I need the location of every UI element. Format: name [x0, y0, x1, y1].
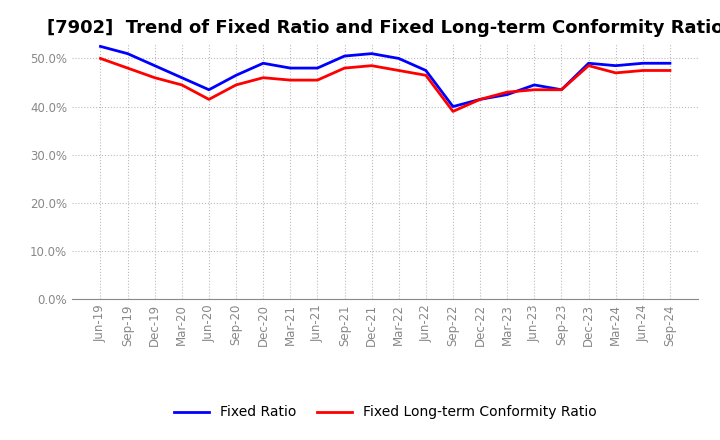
Fixed Ratio	[341, 53, 349, 59]
Fixed Ratio	[150, 63, 159, 68]
Fixed Long-term Conformity Ratio	[123, 66, 132, 71]
Fixed Long-term Conformity Ratio	[503, 89, 511, 95]
Fixed Ratio	[178, 75, 186, 81]
Fixed Ratio	[232, 73, 240, 78]
Fixed Long-term Conformity Ratio	[395, 68, 403, 73]
Fixed Long-term Conformity Ratio	[204, 97, 213, 102]
Fixed Long-term Conformity Ratio	[341, 66, 349, 71]
Fixed Ratio	[611, 63, 620, 68]
Fixed Ratio	[204, 87, 213, 92]
Fixed Long-term Conformity Ratio	[232, 82, 240, 88]
Fixed Ratio	[557, 87, 566, 92]
Fixed Long-term Conformity Ratio	[286, 77, 294, 83]
Title: [7902]  Trend of Fixed Ratio and Fixed Long-term Conformity Ratio: [7902] Trend of Fixed Ratio and Fixed Lo…	[47, 19, 720, 37]
Fixed Long-term Conformity Ratio	[259, 75, 268, 81]
Fixed Long-term Conformity Ratio	[639, 68, 647, 73]
Fixed Long-term Conformity Ratio	[530, 87, 539, 92]
Fixed Ratio	[286, 66, 294, 71]
Fixed Ratio	[665, 61, 674, 66]
Fixed Ratio	[503, 92, 511, 97]
Fixed Ratio	[530, 82, 539, 88]
Fixed Ratio	[123, 51, 132, 56]
Fixed Ratio	[259, 61, 268, 66]
Fixed Long-term Conformity Ratio	[150, 75, 159, 81]
Line: Fixed Long-term Conformity Ratio: Fixed Long-term Conformity Ratio	[101, 59, 670, 111]
Legend: Fixed Ratio, Fixed Long-term Conformity Ratio: Fixed Ratio, Fixed Long-term Conformity …	[168, 400, 602, 425]
Fixed Long-term Conformity Ratio	[665, 68, 674, 73]
Fixed Long-term Conformity Ratio	[557, 87, 566, 92]
Fixed Long-term Conformity Ratio	[178, 82, 186, 88]
Fixed Long-term Conformity Ratio	[611, 70, 620, 76]
Fixed Ratio	[421, 68, 430, 73]
Fixed Ratio	[584, 61, 593, 66]
Fixed Long-term Conformity Ratio	[476, 97, 485, 102]
Fixed Long-term Conformity Ratio	[584, 63, 593, 68]
Fixed Ratio	[639, 61, 647, 66]
Fixed Long-term Conformity Ratio	[313, 77, 322, 83]
Line: Fixed Ratio: Fixed Ratio	[101, 46, 670, 106]
Fixed Ratio	[313, 66, 322, 71]
Fixed Long-term Conformity Ratio	[421, 73, 430, 78]
Fixed Long-term Conformity Ratio	[449, 109, 457, 114]
Fixed Long-term Conformity Ratio	[96, 56, 105, 61]
Fixed Long-term Conformity Ratio	[367, 63, 376, 68]
Fixed Ratio	[367, 51, 376, 56]
Fixed Ratio	[96, 44, 105, 49]
Fixed Ratio	[395, 56, 403, 61]
Fixed Ratio	[476, 97, 485, 102]
Fixed Ratio	[449, 104, 457, 109]
